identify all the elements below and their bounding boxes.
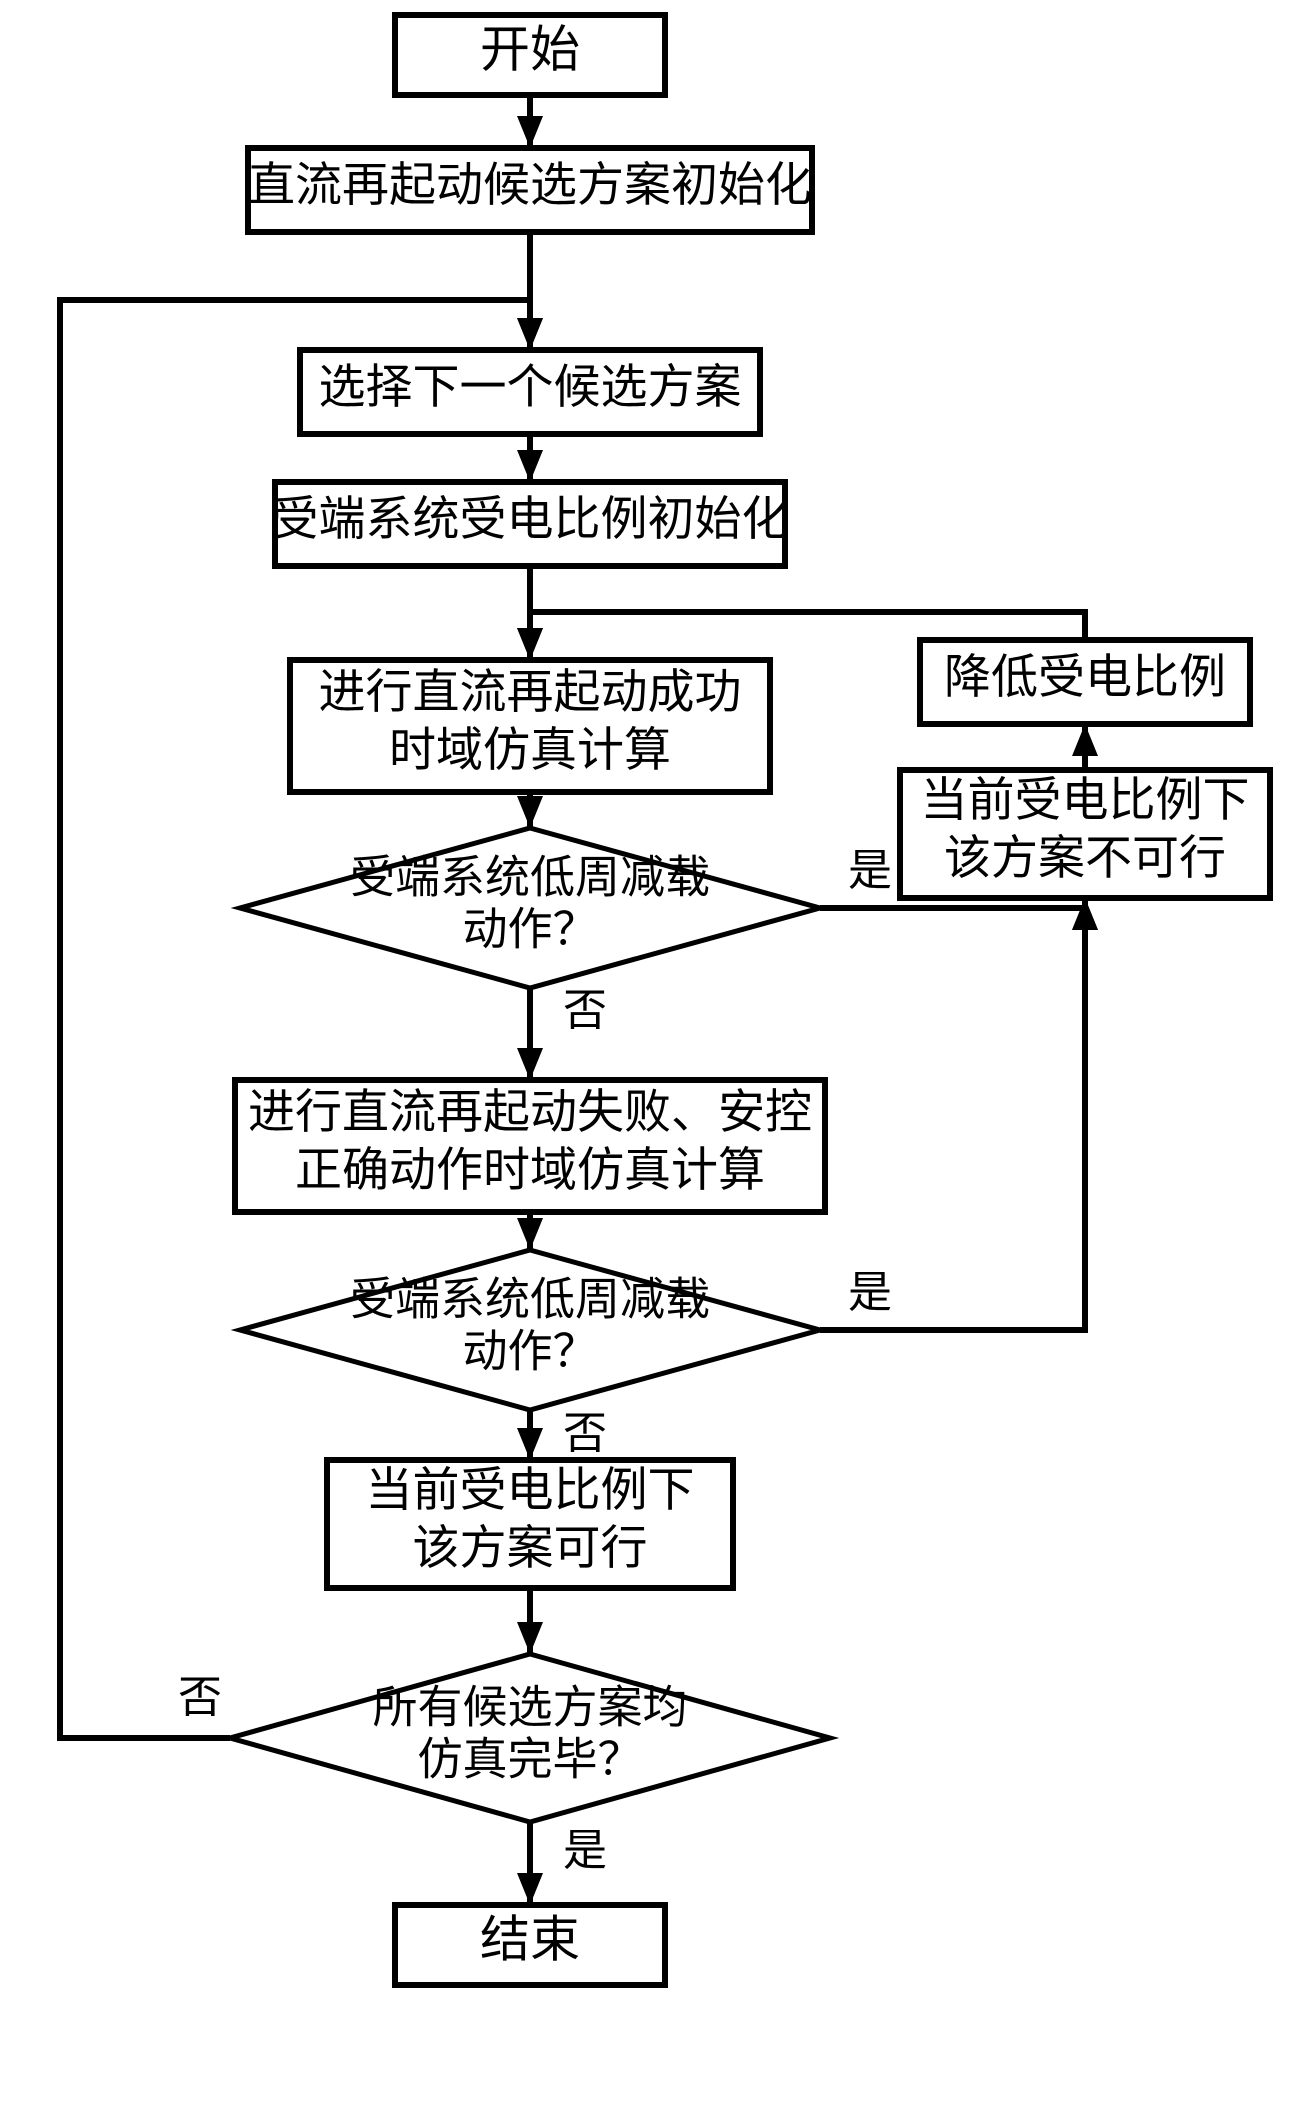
- arrowhead-select-to-ratio: [517, 450, 543, 482]
- node-dec1-label-1: 动作？: [462, 904, 597, 954]
- node-dec1-label-0: 受端系统低周减载: [350, 852, 710, 902]
- arrowhead-lower-to-sim_ok: [517, 628, 543, 660]
- node-sim_ok: 进行直流再起动成功时域仿真计算: [290, 660, 770, 792]
- edge-dec2-to-infeas: [820, 898, 1085, 1330]
- node-dec3-label-1: 仿真完毕？: [417, 1734, 642, 1784]
- node-start-label-0: 开始: [480, 21, 580, 77]
- node-dec3-label-0: 所有候选方案均: [372, 1682, 687, 1732]
- node-end-label-0: 结束: [480, 1911, 580, 1967]
- node-ratio-label-0: 受端系统受电比例初始化: [272, 494, 789, 546]
- node-sim_ok-label-1: 时域仿真计算: [389, 725, 671, 777]
- node-feasible-label-0: 当前受电比例下: [366, 1465, 695, 1517]
- node-init: 直流再起动候选方案初始化: [248, 148, 812, 232]
- node-dec2: 受端系统低周减载动作？: [240, 1250, 820, 1410]
- arrowhead-dec1-to-sim_fail: [517, 1048, 543, 1080]
- node-dec2-label-1: 动作？: [462, 1326, 597, 1376]
- arrowhead-dec3-to-end: [517, 1873, 543, 1905]
- edge-label-no-dec2-feasible: 否: [563, 1409, 607, 1458]
- node-feasible-label-1: 该方案可行: [413, 1523, 648, 1575]
- node-select-label-0: 选择下一个候选方案: [319, 362, 742, 414]
- node-infeas: 当前受电比例下该方案不可行: [900, 770, 1270, 898]
- node-select: 选择下一个候选方案: [300, 350, 760, 434]
- node-dec1: 受端系统低周减载动作？: [240, 828, 820, 988]
- node-end: 结束: [395, 1905, 665, 1985]
- edge-label-no-dec1-sim_fail: 否: [563, 986, 607, 1035]
- arrowhead-start-to-init: [517, 116, 543, 148]
- node-dec2-label-0: 受端系统低周减载: [350, 1274, 710, 1324]
- edge-label-yes-dec3-end: 是: [563, 1826, 607, 1875]
- node-init-label-0: 直流再起动候选方案初始化: [248, 160, 812, 212]
- node-start: 开始: [395, 15, 665, 95]
- node-infeas-label-0: 当前受电比例下: [921, 775, 1250, 827]
- node-sim_fail-label-0: 进行直流再起动失败、安控: [248, 1087, 812, 1139]
- arrowhead-dec2-to-feasible: [517, 1428, 543, 1460]
- node-ratio: 受端系统受电比例初始化: [272, 482, 789, 566]
- arrowhead-dec2-to-infeas: [1072, 898, 1098, 930]
- node-sim_ok-label-0: 进行直流再起动成功: [319, 667, 742, 719]
- edge-label-no-dec3-select: 否: [178, 1673, 222, 1722]
- node-lower: 降低受电比例: [920, 640, 1250, 724]
- node-sim_fail-label-1: 正确动作时域仿真计算: [295, 1145, 765, 1197]
- arrowhead-dec3-to-select: [517, 318, 543, 350]
- edge-label-yes-dec2-infeas: 是: [848, 1268, 892, 1317]
- node-feasible: 当前受电比例下该方案可行: [327, 1460, 733, 1588]
- arrowhead-feasible-to-dec3: [517, 1622, 543, 1654]
- arrowhead-sim_ok-to-dec1: [517, 796, 543, 828]
- arrowhead-infeas-to-lower: [1072, 724, 1098, 756]
- node-infeas-label-1: 该方案不可行: [944, 833, 1226, 885]
- node-sim_fail: 进行直流再起动失败、安控正确动作时域仿真计算: [235, 1080, 825, 1212]
- edge-label-yes-dec1-infeas: 是: [848, 846, 892, 895]
- node-lower-label-0: 降低受电比例: [944, 652, 1226, 704]
- node-dec3: 所有候选方案均仿真完毕？: [230, 1654, 830, 1822]
- arrowhead-sim_fail-to-dec2: [517, 1218, 543, 1250]
